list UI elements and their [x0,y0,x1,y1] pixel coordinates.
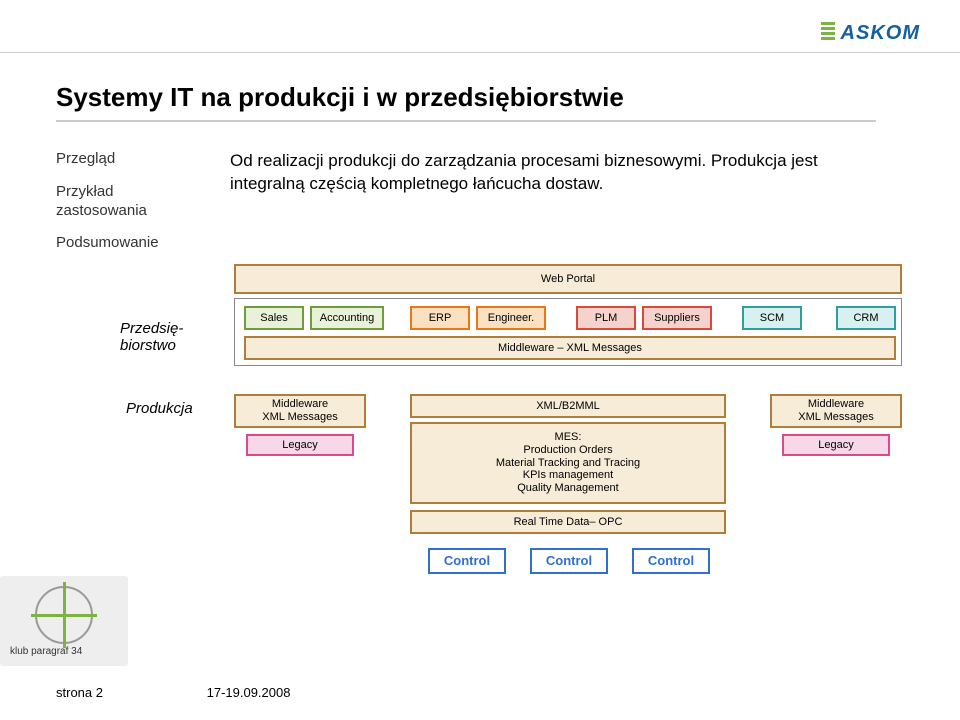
intro-text: Od realizacji produkcji do zarządzania p… [230,150,860,196]
page-number: strona 2 [56,685,103,700]
title-underline [56,120,876,122]
sidebar: Przegląd Przykład zastosowania Podsumowa… [56,150,196,267]
enterprise-app-6: SCM [742,306,802,330]
enterprise-app-4: PLM [576,306,636,330]
right-middleware: Middleware XML Messages [770,394,902,428]
footer: strona 2 17-19.09.2008 [56,685,290,700]
row-label-enterprise: Przedsię- biorstwo [120,320,183,354]
enterprise-app-1: Accounting [310,306,384,330]
realtime-opc: Real Time Data– OPC [410,510,726,534]
left-legacy: Legacy [246,434,354,456]
klub-badge: klub paragraf 34 [0,576,128,666]
page-title: Systemy IT na produkcji i w przedsiębior… [56,82,624,113]
control-0: Control [428,548,506,574]
enterprise-app-3: Engineer. [476,306,546,330]
sidebar-item-example: Przykład zastosowania [56,183,196,221]
enterprise-app-5: Suppliers [642,306,712,330]
row-label-production: Produkcja [126,400,193,417]
enterprise-app-0: Sales [244,306,304,330]
mes-box: MES: Production Orders Material Tracking… [410,422,726,504]
left-middleware: Middleware XML Messages [234,394,366,428]
header-rule [0,52,960,53]
gear-icon [35,586,93,644]
logo-stripes-icon [821,22,835,44]
logo: ASKOM [841,22,920,45]
control-2: Control [632,548,710,574]
footer-date: 17-19.09.2008 [207,685,291,700]
control-1: Control [530,548,608,574]
web-portal-box: Web Portal [234,264,902,294]
enterprise-app-2: ERP [410,306,470,330]
sidebar-item-overview: Przegląd [56,150,196,169]
enterprise-app-7: CRM [836,306,896,330]
sidebar-item-summary: Podsumowanie [56,234,196,253]
logo-text: ASKOM [841,22,920,44]
right-legacy: Legacy [782,434,890,456]
xml-b2mml: XML/B2MML [410,394,726,418]
middleware-top: Middleware – XML Messages [244,336,896,360]
